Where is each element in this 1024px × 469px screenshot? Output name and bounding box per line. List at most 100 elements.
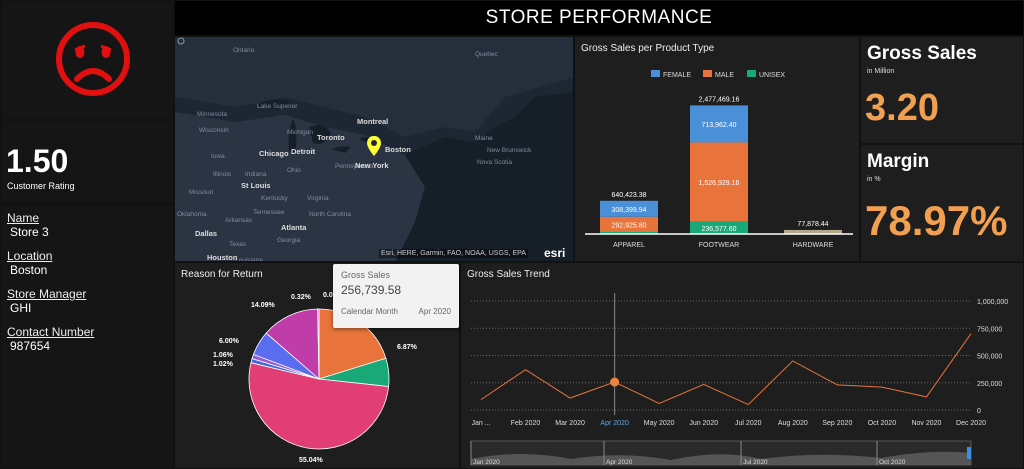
x-tick-label: May 2020 bbox=[644, 420, 675, 427]
x-tick-label: HARDWARE bbox=[793, 242, 834, 249]
range-label: Jan 2020 bbox=[473, 459, 500, 466]
bar-total-label: 2,477,469.16 bbox=[699, 96, 740, 103]
line-chart-title: Gross Sales Trend bbox=[467, 269, 550, 280]
map-place-label: Montreal bbox=[357, 117, 389, 126]
y-tick-label: 500,000 bbox=[977, 354, 1002, 361]
margin-value: 78.97% bbox=[865, 197, 1008, 244]
map-place-label: Atlanta bbox=[281, 223, 307, 232]
bar-data-label: 292,925.80 bbox=[611, 222, 646, 229]
bar-data-label: 308,399.94 bbox=[611, 207, 646, 214]
range-label: Apr 2020 bbox=[606, 459, 633, 466]
y-tick-label: 250,000 bbox=[977, 381, 1002, 388]
x-tick-label: FOOTWEAR bbox=[699, 242, 739, 249]
x-tick-label: Sep 2020 bbox=[822, 420, 852, 427]
range-label: Jul 2020 bbox=[743, 459, 768, 466]
bar-segment bbox=[600, 216, 658, 232]
map-panel[interactable]: Ontario Quebec Lake Superior Minnesota Wisco… bbox=[174, 36, 574, 262]
x-tick-label: Jun 2020 bbox=[689, 420, 718, 427]
store-manager: GHI bbox=[10, 301, 32, 315]
rating-value: 1.50 bbox=[6, 143, 69, 179]
contact-label: Contact Number bbox=[7, 325, 95, 339]
store-contact: 987654 bbox=[10, 339, 51, 353]
product-type-chart-panel: Gross Sales per Product Type FEMALE MALE U… bbox=[574, 36, 860, 262]
x-tick-label: Nov 2020 bbox=[911, 420, 941, 427]
highlight-point bbox=[610, 377, 620, 387]
gross-sales-kpi: Gross Sales in Million 3.20 bbox=[860, 36, 1024, 144]
location-pin-icon[interactable] bbox=[366, 135, 382, 157]
map-place-label: Ohio bbox=[287, 167, 301, 174]
legend-label: MALE bbox=[715, 72, 734, 79]
pie-data-label: 0.0 bbox=[323, 292, 333, 299]
pie-data-label: 6.87% bbox=[397, 344, 418, 351]
name-label: Name bbox=[7, 211, 40, 225]
pie-data-label: 1.02% bbox=[213, 361, 234, 368]
pie-data-label: 55.04% bbox=[299, 457, 324, 464]
map-place-label: Dallas bbox=[195, 229, 218, 238]
bar-segment bbox=[690, 221, 748, 234]
map-place-label: Iowa bbox=[211, 153, 225, 160]
map-place-label: Chicago bbox=[259, 149, 289, 158]
map-place-label: Tennessee bbox=[253, 209, 285, 216]
x-tick-label: Mar 2020 bbox=[555, 420, 585, 427]
legend-swatch bbox=[747, 70, 756, 77]
dashboard-title-bar: STORE PERFORMANCE bbox=[174, 0, 1024, 36]
store-info-panel: Name Store 3 Location Boston Store Manag… bbox=[0, 204, 174, 469]
map-place-label: Kentucky bbox=[261, 195, 288, 202]
tooltip-key: Calendar Month bbox=[341, 307, 398, 316]
rating-panel: 1.50 Customer Rating bbox=[0, 120, 174, 204]
bar-chart[interactable]: FEMALE MALE UNISEX 292,925.80 308,399.94 640,… bbox=[575, 37, 860, 262]
map-place-label: Louisiana bbox=[235, 257, 263, 262]
tooltip-month: Apr 2020 bbox=[418, 307, 451, 316]
pie-data-label: 1.06% bbox=[213, 352, 234, 359]
map-place-label: North Carolina bbox=[309, 211, 351, 218]
y-tick-label: 750,000 bbox=[977, 326, 1002, 333]
map-place-label: Detroit bbox=[291, 147, 316, 156]
map-place-label: Virginia bbox=[307, 195, 329, 202]
page-title: STORE PERFORMANCE bbox=[485, 7, 713, 28]
map-place-label: Pennsylvania bbox=[335, 163, 374, 170]
pie-data-label: 0.32% bbox=[291, 294, 312, 301]
map-place-label: Lake Superior bbox=[257, 103, 298, 110]
y-tick-label: 0 bbox=[977, 408, 981, 415]
x-tick-label: APPAREL bbox=[613, 242, 645, 249]
range-selector-area bbox=[471, 451, 971, 465]
manager-label: Store Manager bbox=[7, 287, 87, 301]
legend-swatch bbox=[651, 70, 660, 77]
bar-data-label: 1,526,929.16 bbox=[699, 180, 740, 187]
map-canvas[interactable] bbox=[175, 37, 574, 262]
map-place-label: Boston bbox=[385, 145, 411, 154]
range-label: Oct 2020 bbox=[879, 459, 906, 466]
tooltip-value: 256,739.58 bbox=[341, 283, 402, 297]
gross-sales-title: Gross Sales bbox=[867, 43, 977, 64]
map-place-label: Missouri bbox=[189, 189, 214, 196]
location-label: Location bbox=[7, 249, 53, 263]
map-place-label: New Brunswick bbox=[487, 147, 532, 154]
x-tick-label: Jan ... bbox=[471, 420, 490, 427]
x-tick-label: Oct 2020 bbox=[868, 420, 897, 427]
map-place-label: Wisconsin bbox=[199, 127, 229, 134]
rating-label: Customer Rating bbox=[7, 181, 75, 191]
legend-label: FEMALE bbox=[663, 72, 691, 79]
legend-swatch bbox=[703, 70, 712, 77]
map-place-label: Ontario bbox=[233, 47, 255, 54]
map-place-label: Minnesota bbox=[197, 111, 227, 118]
margin-title: Margin bbox=[867, 151, 930, 172]
map-place-label: Quebec bbox=[475, 51, 498, 58]
legend-label: UNISEX bbox=[759, 72, 785, 79]
map-place-label: Texas bbox=[229, 241, 246, 248]
pie-slice bbox=[248, 362, 390, 450]
map-place-label: Oklahoma bbox=[177, 211, 207, 218]
bar-segment bbox=[600, 231, 658, 234]
map-place-label: Nova Scotia bbox=[477, 159, 513, 166]
pie-chart[interactable]: 0.0 6.87% 55.04% 1.02% 1.06% 6.00% 14.09% 0.32% bbox=[175, 263, 460, 469]
chart-tooltip: Gross Sales 256,739.58 Calendar Month Ap… bbox=[333, 264, 459, 328]
bar-segment bbox=[600, 200, 658, 217]
y-tick-label: 1,000,000 bbox=[977, 299, 1008, 306]
x-tick-label: Jul 2020 bbox=[735, 420, 762, 427]
line-chart[interactable]: 0 250,000 500,000 750,000 1,000,000 Jan ... Fe… bbox=[461, 263, 1024, 469]
map-place-label: Georgia bbox=[277, 237, 301, 244]
gross-sales-unit: in Million bbox=[867, 68, 895, 75]
pie-slice bbox=[317, 308, 320, 380]
pie-data-label: 14.09% bbox=[251, 302, 276, 309]
bar-data-label: 236,577.60 bbox=[701, 226, 736, 233]
